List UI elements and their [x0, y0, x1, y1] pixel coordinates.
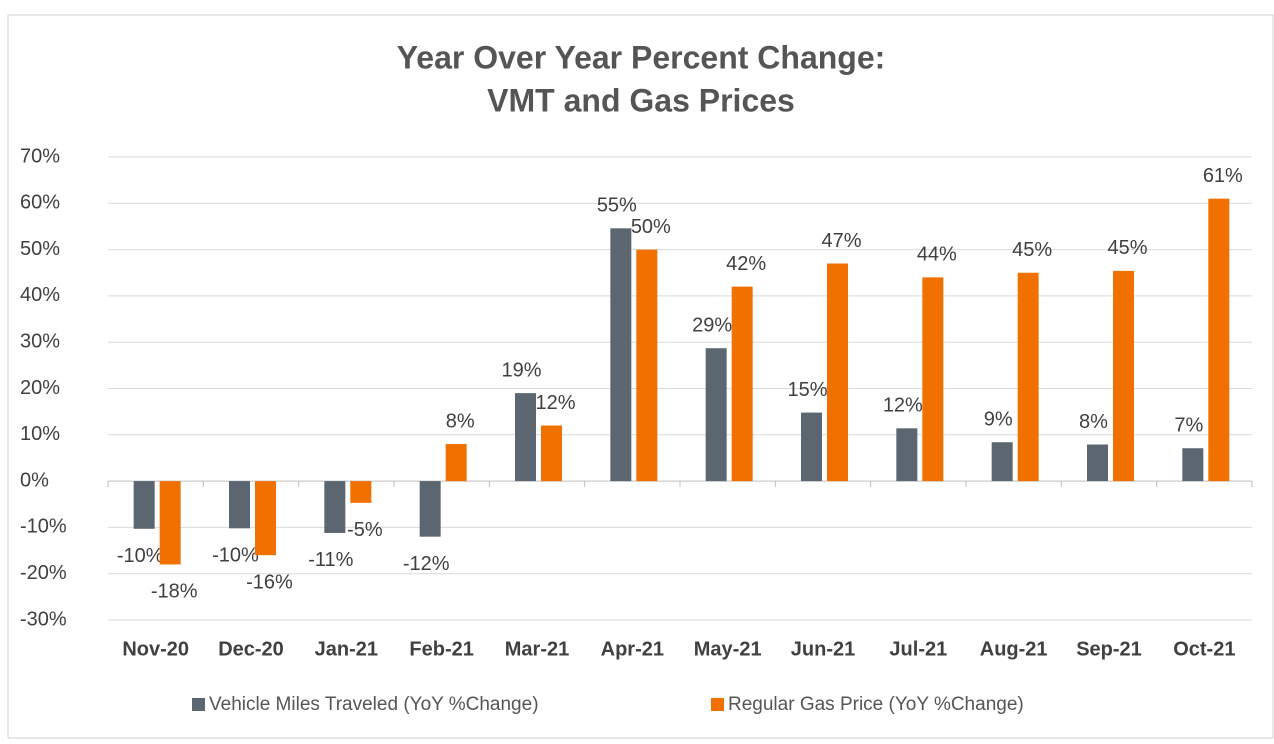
y-tick-label: 40%	[20, 284, 60, 306]
data-label: 9%	[984, 408, 1013, 430]
legend-swatch	[711, 698, 724, 711]
data-label: 12%	[535, 392, 575, 414]
legend-label: Regular Gas Price (YoY %Change)	[728, 694, 1024, 715]
legend-swatch	[192, 698, 205, 711]
data-label: 42%	[726, 253, 766, 275]
y-tick-label: 50%	[20, 238, 60, 260]
data-label: -18%	[151, 581, 198, 603]
data-label: 7%	[1174, 415, 1203, 437]
data-label: 61%	[1203, 165, 1243, 187]
y-tick-label: -10%	[20, 516, 67, 538]
data-label: 8%	[1079, 411, 1108, 433]
data-label: -16%	[246, 571, 293, 593]
data-label: -10%	[212, 545, 259, 567]
x-tick-label: Aug-21	[980, 638, 1048, 660]
data-label: 19%	[501, 359, 541, 381]
data-label: 29%	[692, 315, 732, 337]
y-tick-label: 0%	[20, 469, 49, 491]
x-tick-label: Sep-21	[1076, 638, 1142, 660]
data-label: 45%	[1012, 239, 1052, 261]
x-tick-label: Nov-20	[122, 638, 189, 660]
data-label: -10%	[117, 545, 164, 567]
x-tick-label: Jun-21	[791, 638, 855, 660]
bar	[1208, 198, 1230, 482]
bar	[731, 286, 753, 482]
x-tick-label: Jan-21	[315, 638, 378, 660]
x-tick-label: Feb-21	[409, 638, 473, 660]
bar	[1017, 272, 1039, 482]
bar	[1182, 448, 1204, 482]
x-tick-label: Oct-21	[1173, 638, 1235, 660]
data-label: -12%	[403, 553, 450, 575]
chart-title: VMT and Gas Prices	[487, 82, 795, 118]
bar	[1087, 444, 1108, 482]
y-tick-label: -30%	[20, 608, 67, 630]
bar	[801, 412, 822, 482]
bar	[255, 481, 276, 556]
y-tick-label: 20%	[20, 377, 60, 399]
x-tick-label: Apr-21	[601, 638, 664, 660]
data-label: -5%	[347, 519, 383, 541]
legend-label: Vehicle Miles Traveled (YoY %Change)	[209, 694, 539, 715]
bar	[419, 481, 441, 537]
data-label: 55%	[597, 195, 637, 217]
data-label: 44%	[917, 244, 957, 266]
bar	[515, 393, 536, 482]
bar	[324, 481, 346, 533]
bar	[610, 228, 632, 482]
x-tick-label: Jul-21	[889, 638, 947, 660]
data-label: 15%	[787, 379, 827, 401]
y-tick-label: 10%	[20, 423, 60, 445]
bar	[133, 481, 155, 529]
bar	[541, 425, 562, 482]
data-label: -11%	[308, 549, 353, 571]
bar	[229, 481, 250, 529]
bar	[991, 442, 1013, 482]
data-label: 8%	[446, 410, 475, 432]
data-label: 47%	[821, 230, 861, 252]
y-tick-label: 70%	[20, 145, 60, 167]
data-label: 12%	[883, 395, 923, 417]
bar	[896, 428, 918, 482]
x-tick-label: May-21	[694, 638, 762, 660]
bar	[159, 481, 181, 565]
x-tick-label: Mar-21	[505, 638, 569, 660]
y-tick-label: -20%	[20, 562, 67, 584]
data-label: 45%	[1107, 237, 1147, 259]
y-tick-label: 60%	[20, 192, 60, 214]
bar	[705, 348, 727, 482]
bar	[350, 481, 372, 503]
bar	[827, 263, 848, 482]
bar	[922, 277, 944, 482]
bar	[445, 444, 467, 482]
bar	[636, 249, 658, 482]
x-tick-label: Dec-20	[218, 638, 284, 660]
data-label: 50%	[631, 216, 671, 238]
y-tick-label: 30%	[20, 330, 60, 352]
bar	[1113, 270, 1134, 482]
chart-title: Year Over Year Percent Change:	[397, 39, 886, 75]
